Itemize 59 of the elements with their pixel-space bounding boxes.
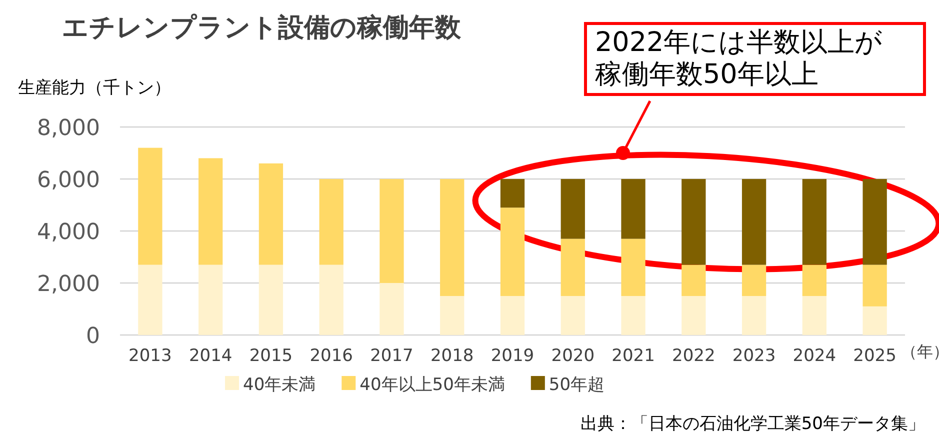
bar xyxy=(621,238,646,296)
x-tick-label: 2016 xyxy=(310,346,353,366)
x-tick-label: 2019 xyxy=(490,346,534,366)
y-tick-label: 4,000 xyxy=(37,220,100,245)
x-tick-label: 2014 xyxy=(188,346,232,366)
chart-title: エチレンプラント設備の稼働年数 xyxy=(62,12,461,45)
bar xyxy=(500,296,525,335)
bar xyxy=(802,179,826,265)
x-axis-title: （年） xyxy=(901,342,939,363)
x-tick-label: 2025 xyxy=(853,346,896,366)
x-tick-label: 2018 xyxy=(430,346,474,366)
y-tick-label: 6,000 xyxy=(37,168,100,193)
bar xyxy=(862,264,887,306)
bar xyxy=(380,179,404,283)
bar xyxy=(682,296,706,335)
x-tick-label: 2015 xyxy=(249,346,293,366)
bar xyxy=(198,264,223,335)
bar xyxy=(742,264,766,296)
bar xyxy=(198,158,223,265)
x-tick-label: 2023 xyxy=(732,346,776,366)
text: 2022年には半数以上が稼働年数50年以上 xyxy=(584,22,926,96)
bar xyxy=(319,179,344,265)
bar xyxy=(258,163,284,265)
y-axis-title: 生産能力（千トン） xyxy=(18,77,171,99)
y-tick-label: 2,000 xyxy=(37,272,100,297)
bar xyxy=(682,179,706,265)
legend-label: 40年未満 xyxy=(243,375,316,395)
bar xyxy=(862,179,887,265)
bar xyxy=(500,179,525,208)
bar xyxy=(621,296,646,335)
x-tick-label: 2021 xyxy=(612,346,655,366)
bar xyxy=(621,179,646,239)
bar xyxy=(440,179,464,296)
y-tick-label: 8,000 xyxy=(37,116,100,141)
y-tick-label: 0 xyxy=(86,324,100,349)
bar xyxy=(138,148,162,265)
x-tick-label: 2022 xyxy=(672,346,716,366)
source-note: 出典：「日本の石油化学工業50年データ集」 xyxy=(580,413,925,435)
bar xyxy=(258,264,284,335)
x-tick-label: 2017 xyxy=(370,346,414,366)
x-tick-label: 2013 xyxy=(128,346,172,366)
bar xyxy=(862,306,887,335)
bar xyxy=(802,296,826,335)
bar xyxy=(682,264,706,296)
bar xyxy=(440,296,464,335)
bar xyxy=(560,296,585,335)
bar xyxy=(500,208,525,296)
bar xyxy=(319,264,344,335)
bar xyxy=(742,296,766,335)
bar xyxy=(380,283,404,335)
bar xyxy=(138,264,162,335)
legend-label: 50年超 xyxy=(548,375,605,395)
bar xyxy=(560,238,585,296)
x-tick-label: 2020 xyxy=(551,346,595,366)
bar xyxy=(560,179,585,239)
x-tick-label: 2024 xyxy=(792,346,836,366)
legend-label: 40年以上50年未満 xyxy=(360,375,505,395)
bar xyxy=(802,264,826,296)
bar xyxy=(742,179,766,265)
